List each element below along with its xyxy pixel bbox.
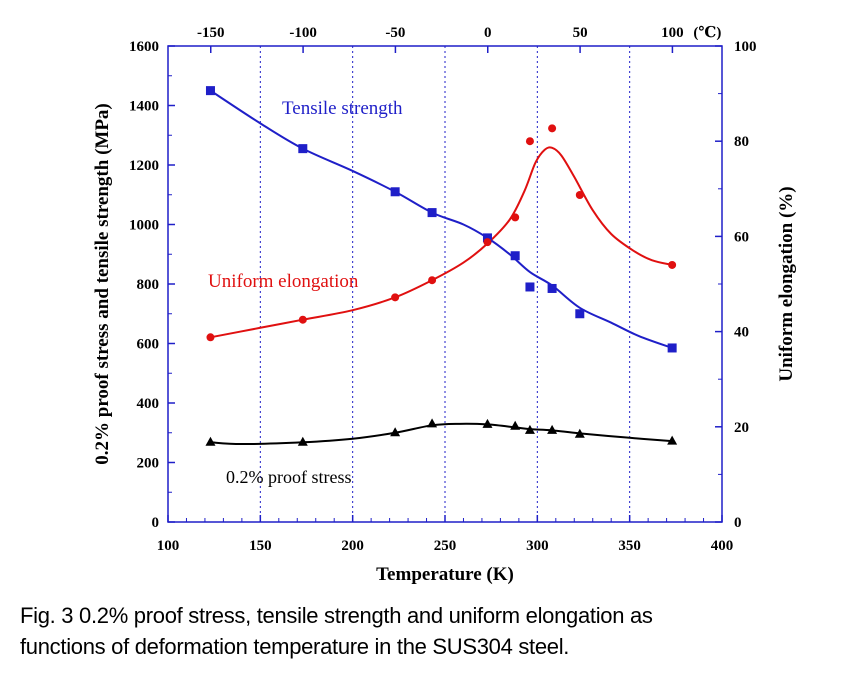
proof-stress-point — [205, 436, 216, 446]
x-axis-title: Temperature (K) — [376, 564, 514, 585]
x-tick-label: 250 — [434, 538, 457, 554]
tensile-strength-annotation: Tensile strength — [282, 98, 403, 119]
y-tick-label: 200 — [137, 456, 160, 472]
tick-labels: 100 150 200 250 300 350 400-150 -100 -50 0 50 10002… — [129, 25, 757, 554]
y2-tick-label: 100 — [734, 39, 757, 55]
caption-line-1: Fig. 3 0.2% proof stress, tensile streng… — [20, 603, 653, 628]
series-markers — [205, 86, 678, 446]
tensile-strength-point — [575, 309, 585, 319]
y2-tick-label: 40 — [734, 325, 749, 341]
y-tick-label: 400 — [137, 396, 160, 412]
proof-stress-point — [390, 427, 401, 437]
x2-tick-label: -50 — [385, 25, 405, 41]
uniform-elongation-point — [575, 190, 584, 199]
y2-tick-label: 80 — [734, 134, 749, 150]
square-series-line — [209, 89, 673, 349]
uniform-elongation-point — [298, 315, 307, 324]
x-tick-label: 350 — [618, 538, 641, 554]
uniform-elongation-point — [511, 213, 520, 222]
uniform-elongation-point — [525, 137, 534, 146]
uniform-elongation-point — [206, 333, 215, 342]
y-tick-label: 600 — [137, 337, 160, 353]
chart: 100 150 200 250 300 350 400-150 -100 -50 0 50 10002… — [92, 25, 797, 585]
tensile-strength-point — [547, 283, 557, 293]
y-tick-label: 800 — [137, 277, 160, 293]
uniform-elongation-annotation: Uniform elongation — [208, 271, 359, 292]
triangle-series-line — [210, 422, 673, 446]
tensile-strength-point — [390, 187, 400, 197]
x-tick-label: 300 — [526, 538, 549, 554]
uniform-elongation-point — [548, 124, 557, 133]
caption-line-2: functions of deformation temperature in … — [20, 634, 570, 659]
uniform-elongation-point — [668, 260, 677, 269]
proof-stress-point — [427, 418, 438, 428]
x-tick-label: 100 — [157, 538, 180, 554]
x2-tick-label: 100 — [661, 25, 684, 41]
tensile-strength-point — [482, 233, 492, 243]
proof-stress-point — [547, 424, 558, 434]
x-tick-label: 150 — [249, 538, 272, 554]
tensile-strength-point — [298, 144, 308, 154]
figure-caption: Fig. 3 0.2% proof stress, tensile streng… — [20, 600, 850, 662]
x2-tick-label: 50 — [573, 25, 588, 41]
y2-tick-label: 20 — [734, 420, 749, 436]
y2-tick-label: 60 — [734, 229, 749, 245]
proof-stress-annotation: 0.2% proof stress — [226, 467, 351, 487]
uniform-elongation-point — [391, 293, 400, 302]
y2-tick-label: 0 — [734, 515, 742, 531]
y-tick-label: 0 — [152, 515, 160, 531]
x-tick-label: 200 — [341, 538, 364, 554]
proof-stress-point — [524, 424, 535, 434]
x2-tick-label: 0 — [484, 25, 492, 41]
y-tick-label: 1200 — [129, 158, 159, 174]
proof-stress-point — [667, 435, 678, 445]
uniform-elongation-point — [428, 276, 437, 285]
y2-axis-title: Uniform elongation (%) — [776, 186, 797, 381]
tensile-strength-point — [510, 251, 520, 261]
x2-tick-label: -100 — [289, 25, 317, 41]
proof-stress-point — [297, 436, 308, 446]
tensile-strength-point — [205, 86, 215, 96]
y-axis-title: 0.2% proof stress and tensile strength (… — [92, 103, 113, 465]
y-tick-label: 1000 — [129, 218, 159, 234]
axis-ticks — [167, 45, 723, 523]
x-tick-label: 400 — [711, 538, 734, 554]
series-curves — [209, 89, 673, 446]
tensile-strength-point — [525, 282, 535, 292]
proof-stress-point — [482, 418, 493, 428]
proof-stress-point — [574, 428, 585, 438]
x2-tick-label: -150 — [197, 25, 225, 41]
tensile-strength-point — [667, 343, 677, 353]
grid-lines — [259, 46, 631, 522]
circle-series-line — [210, 146, 673, 339]
tensile-strength-point — [427, 208, 437, 218]
y-tick-label: 1400 — [129, 99, 159, 115]
top-axis-unit-label: (℃) — [693, 25, 721, 41]
y-tick-label: 1600 — [129, 39, 159, 55]
uniform-elongation-point — [483, 238, 492, 247]
proof-stress-point — [510, 420, 521, 430]
